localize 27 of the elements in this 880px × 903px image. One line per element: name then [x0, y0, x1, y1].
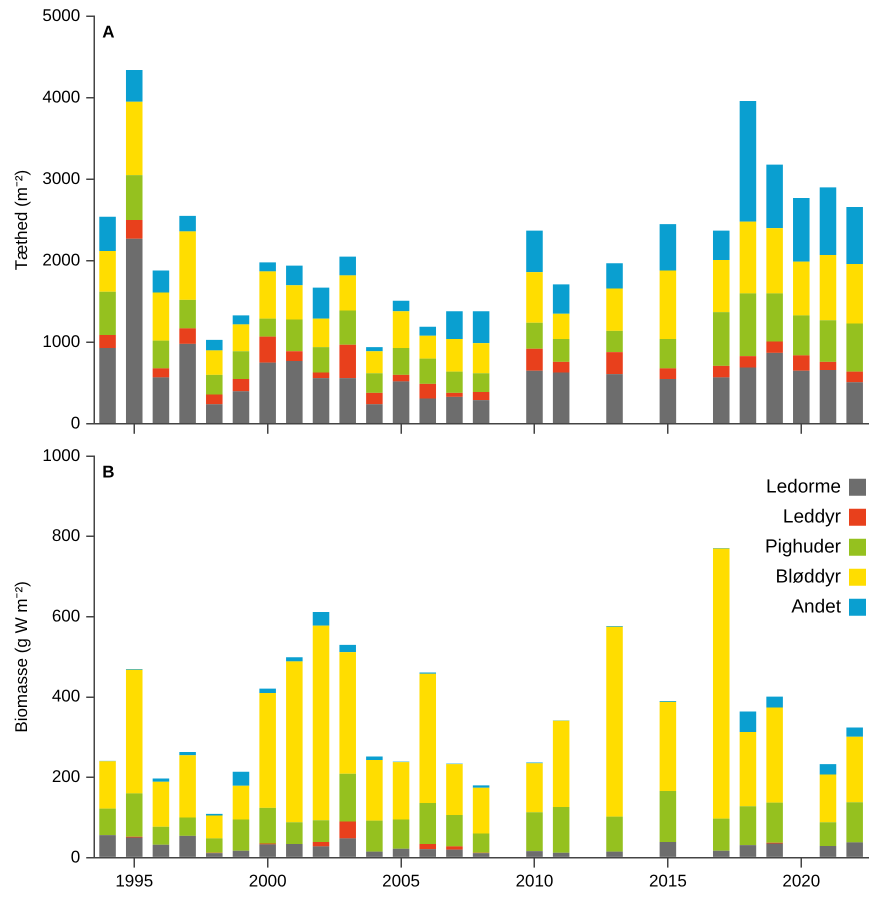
y-tick-label: 0: [70, 413, 80, 432]
x-tick-label: 2000: [248, 871, 287, 890]
y-axis-title: Tæthed (m⁻²): [12, 170, 31, 270]
y-tick-label: 1000: [42, 446, 80, 465]
x-tick-label: 2005: [382, 871, 420, 890]
legend-label: Bløddyr: [776, 566, 842, 588]
x-tick-label: 2020: [782, 871, 820, 890]
y-tick-label: 1000: [42, 332, 80, 351]
legend-label: Leddyr: [782, 506, 842, 528]
y-tick-label: 200: [52, 767, 80, 786]
chart-title: B: [102, 462, 114, 482]
legend-label: Ledorme: [766, 476, 841, 498]
y-tick-label: 2000: [42, 250, 80, 270]
y-axis-title: Biomasse (g W m⁻²): [12, 581, 31, 733]
legend-label: Pighuder: [764, 536, 842, 558]
y-tick-label: 4000: [42, 87, 80, 106]
x-tick-label: 2015: [648, 871, 687, 890]
chart-title: A: [102, 22, 114, 42]
y-tick-label: 0: [70, 847, 80, 866]
y-tick-label: 5000: [42, 6, 80, 25]
x-tick-label: 2010: [516, 871, 554, 890]
legend-label: Andet: [791, 596, 842, 618]
y-tick-label: 600: [52, 606, 80, 626]
y-tick-label: 3000: [42, 168, 80, 188]
y-tick-label: 400: [52, 686, 80, 706]
y-tick-label: 800: [52, 526, 80, 546]
x-tick-label: 1995: [115, 871, 154, 890]
